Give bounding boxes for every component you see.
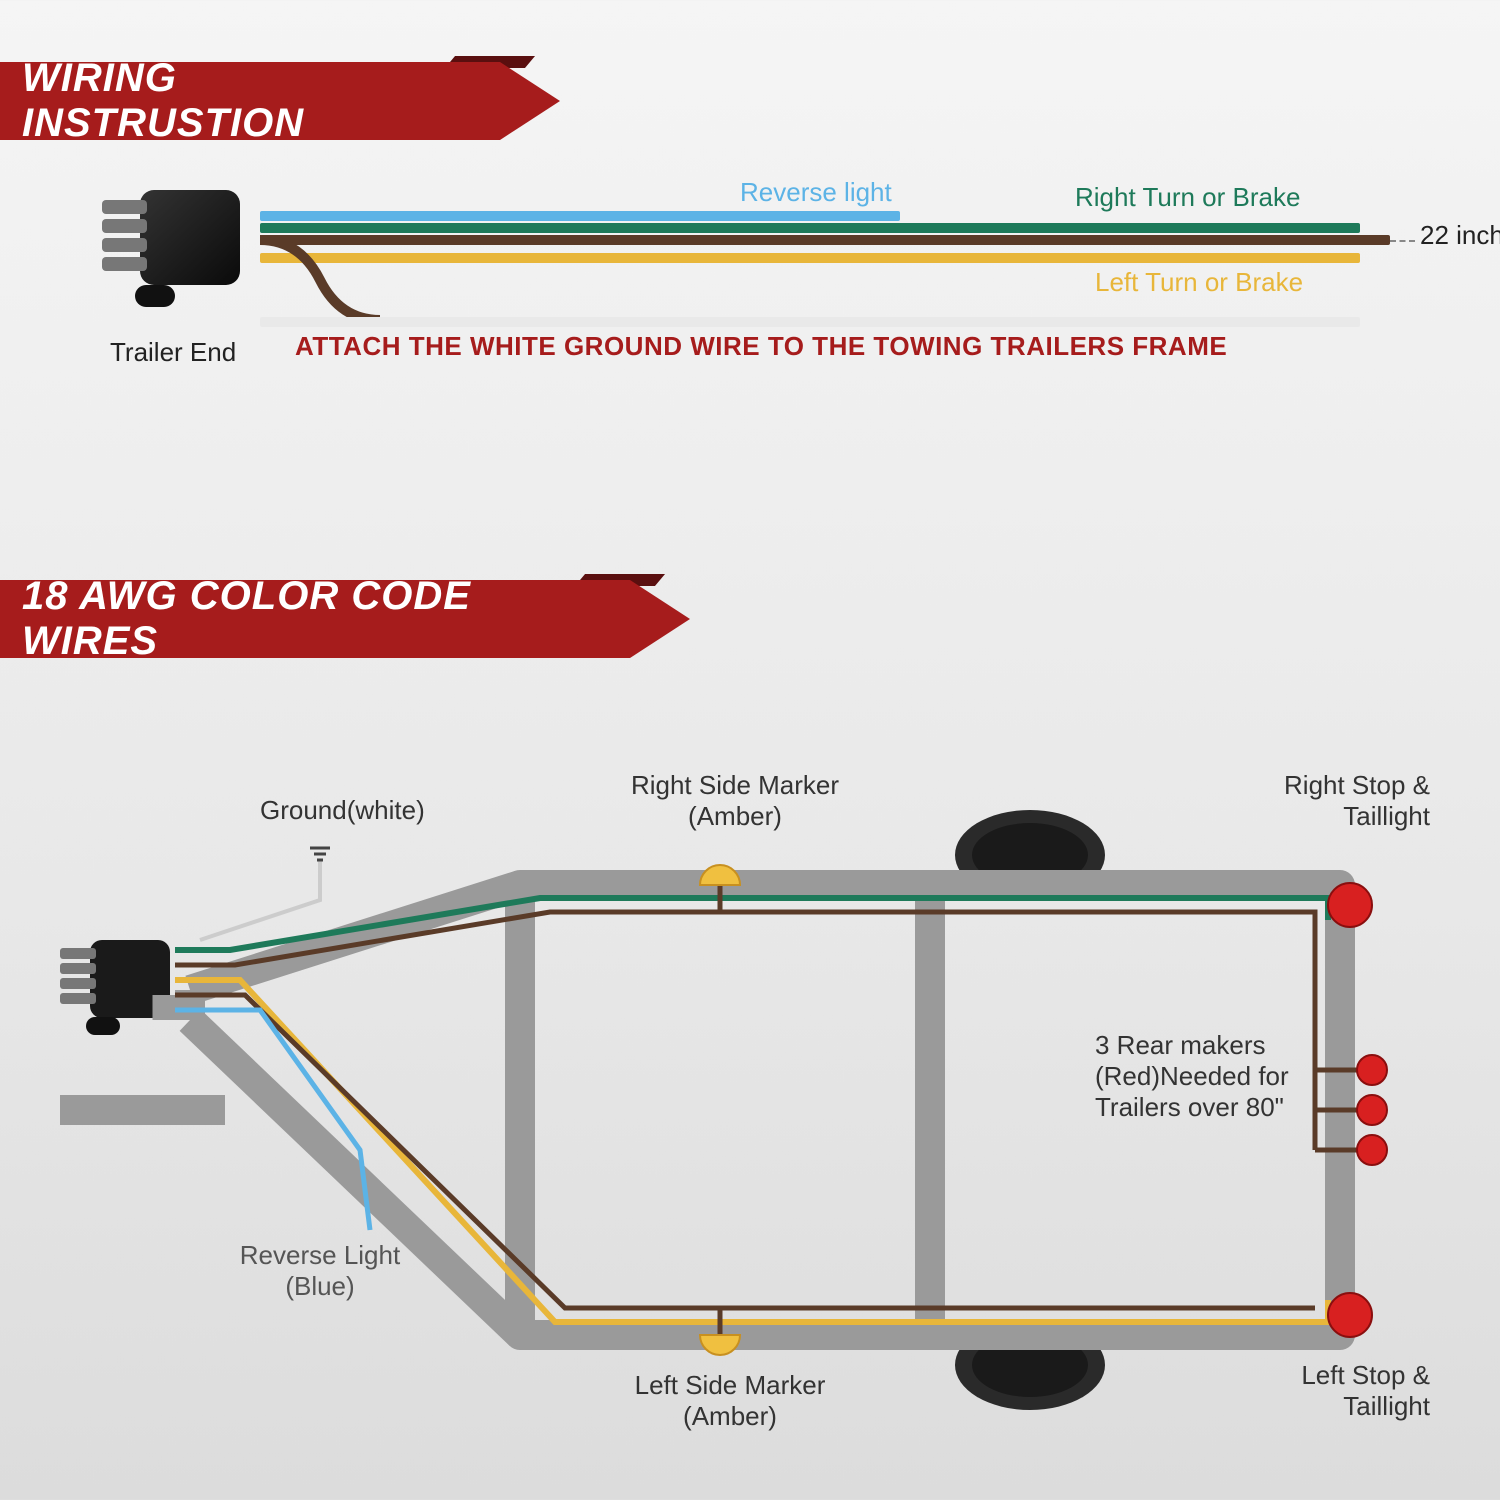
label-reverse-1: Reverse Light	[240, 1240, 400, 1270]
wire-green	[260, 223, 1360, 233]
label-right-marker-2: (Amber)	[688, 801, 782, 831]
label-reverse-2: (Blue)	[285, 1271, 354, 1301]
label-ground: Ground(white)	[260, 795, 425, 826]
marker-amber-right	[700, 865, 740, 885]
rear-marker-3	[1357, 1135, 1387, 1165]
trailer-connector-icon	[100, 185, 250, 310]
label-right-marker: Right Side Marker (Amber)	[610, 770, 860, 832]
label-reverse: Reverse light	[740, 177, 892, 208]
label-left-stop-2: Taillight	[1343, 1391, 1430, 1421]
label-right-turn: Right Turn or Brake	[1075, 182, 1300, 213]
label-left-stop-1: Left Stop &	[1301, 1360, 1430, 1390]
rear-marker-1	[1357, 1055, 1387, 1085]
label-rear-markers: 3 Rear makers (Red)Needed for Trailers o…	[1095, 1030, 1315, 1124]
label-rear-3: Trailers over 80"	[1095, 1092, 1284, 1122]
label-right-stop-1: Right Stop &	[1284, 770, 1430, 800]
wire-blue	[260, 211, 900, 221]
label-right-stop-2: Taillight	[1343, 801, 1430, 831]
light-right-stop	[1328, 883, 1372, 927]
light-left-stop	[1328, 1293, 1372, 1337]
wire-brown	[260, 235, 1390, 245]
rear-marker-2	[1357, 1095, 1387, 1125]
label-left-stop: Left Stop & Taillight	[1250, 1360, 1430, 1422]
label-right-marker-1: Right Side Marker	[631, 770, 839, 800]
length-dash-line	[1390, 240, 1415, 242]
top-wiring-diagram: Reverse light Right Turn or Brake Left T…	[80, 185, 1430, 425]
label-left-marker-1: Left Side Marker	[635, 1370, 826, 1400]
wire-white-path	[200, 860, 320, 940]
label-ground-note: ATTACH THE WHITE GROUND WIRE TO THE TOWI…	[295, 331, 1227, 362]
marker-amber-left	[700, 1335, 740, 1355]
banner-1: WIRING INSTRUSTION	[0, 62, 500, 140]
label-trailer-end: Trailer End	[110, 337, 236, 368]
label-left-turn: Left Turn or Brake	[1095, 267, 1303, 298]
label-right-stop: Right Stop & Taillight	[1230, 770, 1430, 832]
label-left-marker-2: (Amber)	[683, 1401, 777, 1431]
label-left-marker: Left Side Marker (Amber)	[605, 1370, 855, 1432]
label-reverse: Reverse Light (Blue)	[220, 1240, 420, 1302]
wire-yellow	[260, 253, 1360, 263]
ground-symbol-icon	[310, 848, 330, 860]
label-22inch: 22 inch	[1420, 220, 1500, 251]
trailer-diagram: Ground(white) Right Side Marker (Amber) …	[60, 720, 1440, 1440]
label-rear-1: 3 Rear makers	[1095, 1030, 1266, 1060]
wire-white	[260, 317, 1360, 327]
label-rear-2: (Red)Needed for	[1095, 1061, 1289, 1091]
banner-2: 18 AWG COLOR CODE WIRES	[0, 580, 630, 658]
wire-brown-split	[260, 235, 380, 325]
